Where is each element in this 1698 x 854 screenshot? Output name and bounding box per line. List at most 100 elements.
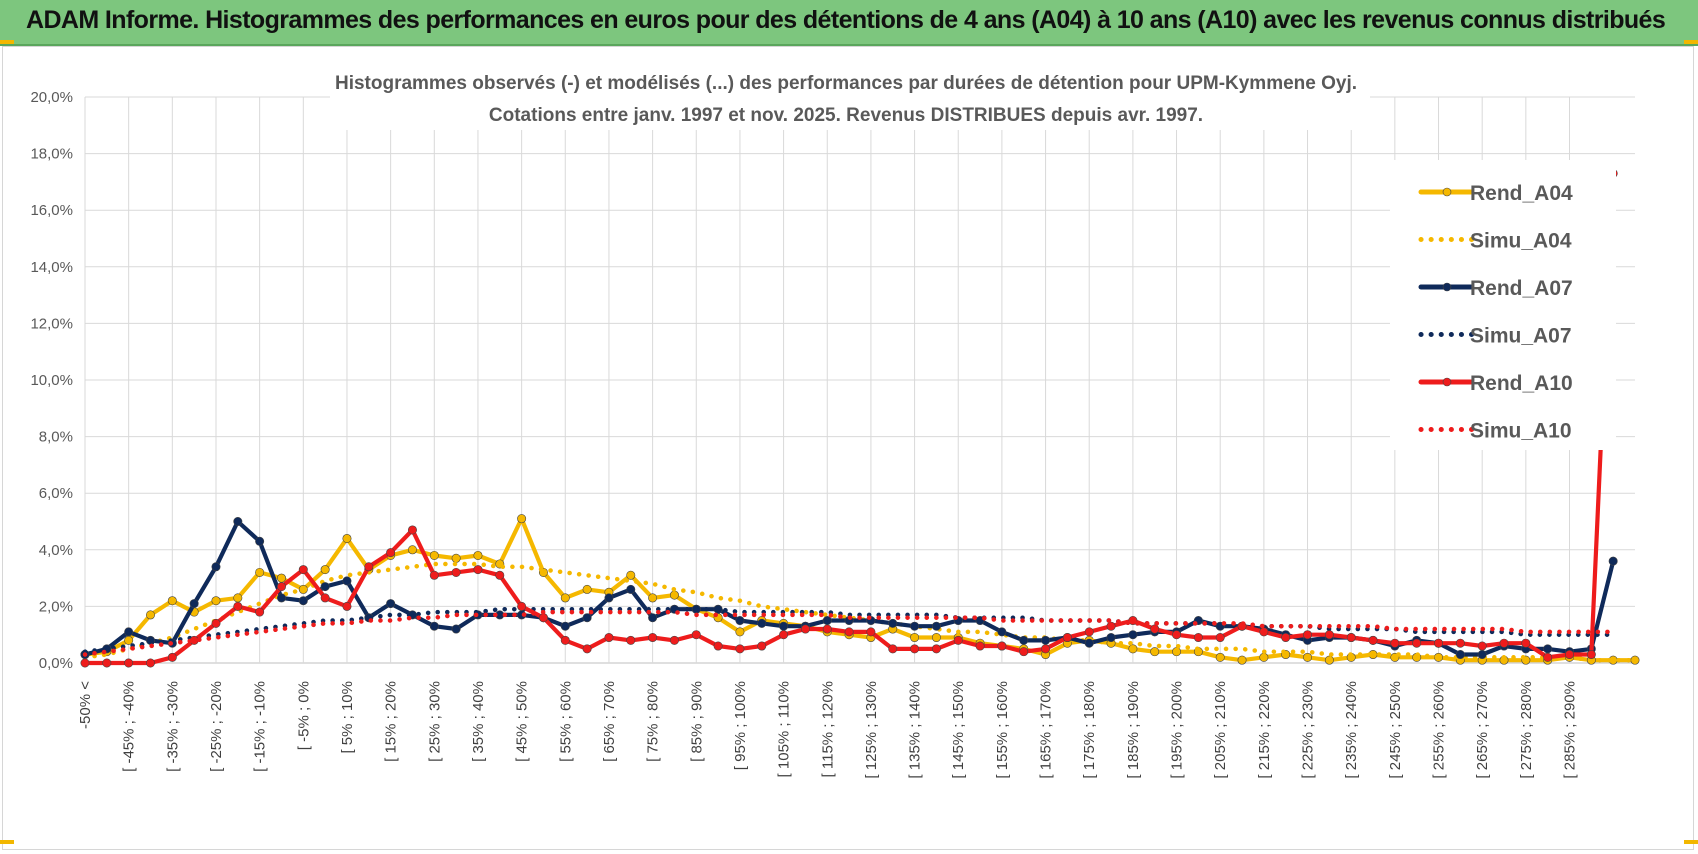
rend-a04-point — [1128, 644, 1138, 654]
rend-a07-point — [560, 621, 570, 631]
rend-a10-point — [779, 630, 789, 640]
rend-a10-point — [473, 565, 483, 575]
rend-a10-point — [276, 582, 286, 592]
x-tick-label: [ 255% ; 260% — [1431, 681, 1448, 779]
x-tick-label: [ 45% ; 50% — [514, 681, 531, 762]
rend-a04-point — [255, 567, 265, 577]
rend-a10-point — [800, 624, 810, 634]
legend-label-simu-a07: Simu_A07 — [1470, 325, 1572, 348]
rend-a07-point — [735, 616, 745, 626]
rend-a04-point — [211, 596, 221, 606]
rend-a10-point — [1477, 641, 1487, 651]
rend-a07-point — [1128, 630, 1138, 640]
rend-a10-point — [931, 644, 941, 654]
x-tick-label: [ -15% ; -10% — [252, 681, 269, 772]
rend-a04-point — [145, 610, 155, 620]
rend-a07-point — [779, 621, 789, 631]
x-tick-label: [ 175% ; 180% — [1081, 681, 1098, 779]
rend-a10-point — [1412, 638, 1422, 648]
rend-a04-point — [517, 514, 527, 524]
rend-a07-point — [888, 618, 898, 628]
rend-a04-point — [1237, 655, 1247, 665]
rend-a04-point — [582, 584, 592, 594]
rend-a07-point — [648, 613, 658, 623]
rend-a04-point — [429, 550, 439, 560]
rend-a10-point — [495, 570, 505, 580]
rend-a10-point — [604, 633, 614, 643]
rend-a04-point — [669, 590, 679, 600]
rend-a10-point — [386, 548, 396, 558]
rend-a10-point — [1521, 638, 1531, 648]
chart-subtitle: Cotations entre janv. 1997 et nov. 2025.… — [489, 105, 1203, 126]
rend-a10-point — [451, 567, 461, 577]
x-tick-label: [ 265% ; 270% — [1474, 681, 1491, 779]
y-tick-label: 14,0% — [30, 259, 73, 276]
y-tick-label: 12,0% — [30, 315, 73, 332]
y-tick-label: 2,0% — [39, 598, 73, 615]
rend-a04-point — [1172, 647, 1182, 657]
corner-mark-top-right — [1684, 40, 1698, 44]
rend-a10-point — [888, 644, 898, 654]
rend-a07-point — [757, 618, 767, 628]
rend-a10-point — [1150, 624, 1160, 634]
rend-a04-point — [451, 553, 461, 563]
rend-a07-point — [451, 624, 461, 634]
rend-a10-point — [80, 658, 90, 668]
rend-a07-point — [298, 596, 308, 606]
rend-a10-point — [233, 601, 243, 611]
rend-a04-point — [648, 593, 658, 603]
rend-a10-point — [211, 618, 221, 628]
x-tick-label: [ 35% ; 40% — [470, 681, 487, 762]
rend-a10-point — [1019, 647, 1029, 657]
x-tick-label: [ 15% ; 20% — [383, 681, 400, 762]
rend-a10-point — [364, 562, 374, 572]
rend-a07-point — [1543, 644, 1553, 654]
rend-a07-point — [1019, 635, 1029, 645]
rend-a10-point — [298, 565, 308, 575]
rend-a10-point — [1041, 644, 1051, 654]
rend-a10-point — [1455, 638, 1465, 648]
rend-a10-point — [1543, 652, 1553, 662]
rend-a07-point — [1041, 635, 1051, 645]
x-tick-label: [ 275% ; 280% — [1518, 681, 1535, 779]
y-tick-label: 8,0% — [39, 429, 73, 446]
rend-a07-point — [320, 582, 330, 592]
rend-a10-point — [320, 593, 330, 603]
x-tick-label: [ 205% ; 210% — [1212, 681, 1229, 779]
rend-a10-point — [255, 607, 265, 617]
y-tick-label: 20,0% — [30, 89, 73, 106]
x-tick-label: [ 5% ; 10% — [339, 681, 356, 754]
x-tick-label: [ 115% ; 120% — [819, 681, 836, 777]
rend-a04-point — [233, 593, 243, 603]
rend-a04-point — [407, 545, 417, 555]
series-layer — [80, 168, 1640, 668]
rend-a10-point — [1172, 630, 1182, 640]
rend-a07-point — [189, 599, 199, 609]
rend-a10-point — [669, 635, 679, 645]
x-tick-label: [ 285% ; 290% — [1562, 681, 1579, 779]
rend-a10-point — [407, 525, 417, 535]
rend-a07-point — [1608, 556, 1618, 566]
legend-label-rend-a04: Rend_A04 — [1470, 182, 1573, 205]
x-tick-label: [ 55% ; 60% — [557, 681, 574, 762]
x-axis: -50% < [ -45% ; -40% [ -35% ; -30% [ -25% ;… — [77, 681, 1579, 779]
y-tick-label: 4,0% — [39, 542, 73, 559]
x-tick-label: -50% < — [77, 681, 94, 729]
rend-a07-point — [211, 562, 221, 572]
legend: Rend_A04 Simu_A04 Rend_A07 Simu_A07 Rend_A10… — [1390, 160, 1616, 450]
legend-marker-rend-a07 — [1442, 282, 1452, 292]
chart-frame — [2, 46, 1694, 850]
rend-a10-point — [866, 627, 876, 637]
rend-a04-point — [560, 593, 570, 603]
rend-a10-point — [1368, 635, 1378, 645]
y-tick-label: 10,0% — [30, 372, 73, 389]
x-tick-label: [ 225% ; 230% — [1300, 681, 1317, 779]
x-tick-label: [ 105% ; 110% — [776, 681, 793, 777]
rend-a10-point — [429, 570, 439, 580]
x-tick-label: [ 145% ; 150% — [950, 681, 967, 779]
rend-a07-point — [276, 593, 286, 603]
corner-mark-top-left — [0, 40, 14, 44]
x-tick-label: [ 75% ; 80% — [645, 681, 662, 762]
rend-a10-point — [822, 624, 832, 634]
x-tick-label: [ 245% ; 250% — [1387, 681, 1404, 779]
